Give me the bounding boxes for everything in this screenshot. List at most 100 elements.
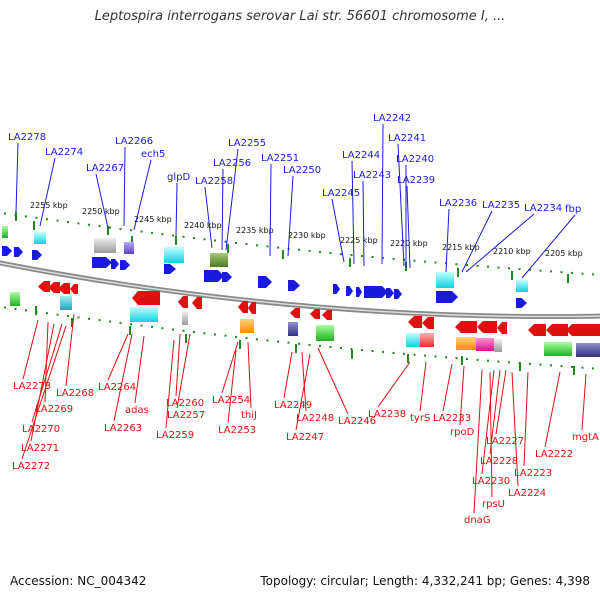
reverse-gene-arrow (248, 302, 256, 314)
gene-label-la2233: LA2233 (433, 413, 471, 424)
gene-label-la2260: LA2260 (166, 398, 204, 409)
gene-label-la2245: LA2245 (322, 188, 360, 199)
bottom-ruler-dot (550, 364, 552, 367)
bottom-gene-leader (377, 361, 411, 408)
forward-gene-arrow (288, 280, 300, 291)
top-ruler-dot (256, 244, 258, 247)
bottom-gene-leader (31, 323, 63, 423)
top-ruler-dot (25, 215, 27, 218)
bottom-ruler-dot (434, 355, 437, 358)
forward-gene-arrow (14, 247, 23, 257)
gene-label-la2271: LA2271 (21, 443, 59, 454)
bottom-ruler-dot (46, 312, 48, 315)
gene-label-la2234: LA2234 (524, 203, 562, 214)
feature-box-green (544, 342, 572, 356)
gene-label-la2246: LA2246 (338, 416, 376, 427)
bottom-ruler-dot (529, 362, 531, 365)
gene-label-fbp: fbp (565, 204, 581, 215)
feature-box-cyan (436, 272, 454, 288)
bottom-ruler-dot (539, 363, 542, 366)
forward-gene-arrow (32, 250, 42, 260)
reverse-gene-arrow (566, 324, 600, 336)
bottom-ruler-dot (487, 359, 489, 362)
feature-box-green (316, 325, 334, 341)
bottom-ruler-dot (109, 320, 111, 323)
gene-label-la2240: LA2240 (396, 154, 434, 165)
top-ruler-dot (455, 263, 458, 266)
feature-box-purple (124, 242, 134, 254)
scale-label-2255-kbp: 2255 kbp (30, 201, 68, 210)
bottom-ruler-dot (98, 319, 101, 322)
forward-gene-arrow (386, 288, 394, 298)
forward-gene-arrow (333, 284, 340, 294)
bottom-gene-leader (113, 333, 133, 422)
top-ruler-dot (77, 222, 80, 225)
bottom-gene-leader (301, 351, 307, 412)
bottom-ruler-dot (119, 321, 122, 324)
top-ruler-dot (67, 221, 69, 223)
forward-gene-arrow (364, 286, 388, 298)
top-ruler-dot (235, 241, 237, 244)
reverse-gene-arrow (497, 322, 507, 334)
gene-label-la2254: LA2254 (212, 395, 250, 406)
feature-box-gray (494, 339, 502, 352)
bottom-ruler-dot (256, 338, 258, 341)
top-ruler-dot (130, 229, 132, 232)
bottom-gene-leader (419, 361, 427, 412)
bottom-ruler-dot (560, 365, 563, 368)
gene-label-la2243: LA2243 (353, 170, 391, 181)
gene-label-dnag: dnaG (464, 515, 491, 526)
forward-gene-arrow (436, 291, 458, 303)
bottom-ruler-dot (277, 340, 279, 343)
gene-label-la2263: LA2263 (104, 423, 142, 434)
reverse-gene-arrow (422, 317, 434, 329)
bottom-ruler-dot (193, 331, 195, 333)
forward-gene-arrow (164, 264, 176, 274)
top-ruler-dot (361, 255, 363, 257)
gene-label-glpd: glpD (167, 172, 190, 183)
bottom-gene-leader (511, 371, 519, 487)
bottom-ruler-dot (455, 357, 458, 360)
feature-box-gray (94, 238, 116, 253)
bottom-ruler-dot (161, 327, 164, 330)
top-gene-leader (331, 198, 345, 263)
bottom-ruler-dot (319, 344, 321, 347)
feature-box-gray (182, 312, 188, 325)
gene-label-la2272: LA2272 (12, 461, 50, 472)
chromosome-backbone-highlight (0, 262, 600, 318)
bottom-gene-leader (283, 351, 293, 399)
bottom-ruler-dot (88, 317, 90, 320)
bottom-gene-leader (107, 333, 129, 381)
top-ruler-dot (539, 269, 542, 272)
scale-label-2205-kbp: 2205 kbp (545, 249, 583, 258)
bottom-gene-leader (134, 335, 145, 404)
gene-label-la2223: LA2223 (514, 468, 552, 479)
feature-box-olive (210, 253, 228, 267)
bottom-gene-leader (442, 363, 453, 412)
bottom-ruler-dot (266, 339, 269, 342)
bottom-ruler-dot (77, 316, 80, 319)
top-ruler-dot (571, 271, 573, 274)
top-ruler-dot (266, 245, 269, 248)
gene-label-la2256: LA2256 (213, 158, 251, 169)
top-ruler-dot (392, 257, 395, 260)
topology-label: Topology: circular; Length: 4,332,241 bp… (260, 574, 590, 588)
feature-box-red (420, 333, 434, 347)
scale-label-2210-kbp: 2210 kbp (493, 247, 531, 256)
bottom-ruler-dot (245, 337, 248, 340)
map-title: Leptospira interrogans serovar Lai str. … (94, 9, 506, 24)
bottom-gene-leader (544, 371, 561, 448)
bottom-gene-leader (495, 369, 507, 435)
gene-label-mgta: mgtA (572, 432, 599, 443)
top-gene-leader (95, 173, 109, 229)
gene-label-la2270: LA2270 (22, 424, 60, 435)
top-ruler-dot (203, 238, 206, 241)
forward-gene-arrow (346, 286, 353, 296)
top-ruler-dot (560, 271, 563, 274)
reverse-gene-arrow (192, 297, 202, 309)
reverse-gene-arrow (132, 291, 160, 305)
top-ruler-dot (371, 256, 374, 258)
gene-label-la2251: LA2251 (261, 153, 299, 164)
top-gene-leader (15, 142, 19, 213)
top-ruler-dot (350, 254, 353, 256)
